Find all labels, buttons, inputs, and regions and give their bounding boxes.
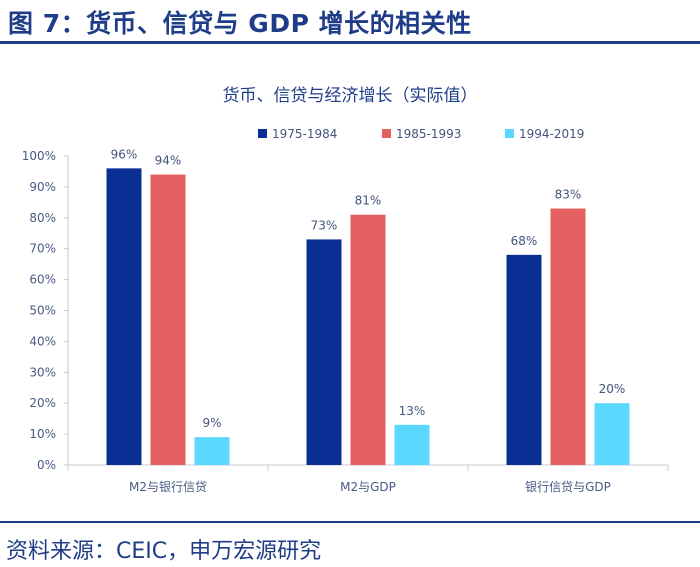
legend-label-1985-1993: 1985-1993: [396, 127, 461, 141]
bar-1975-1984-M2与银行信贷: [106, 168, 142, 466]
x-tick-label: M2与GDP: [340, 480, 396, 494]
y-tick-label: 40%: [29, 334, 56, 348]
y-tick-label: 20%: [29, 396, 56, 410]
bar-1985-1993-M2与银行信贷: [150, 174, 186, 466]
x-tick-label: M2与银行信贷: [129, 480, 207, 494]
y-axis: 0% 10% 20% 30% 40% 50% 60% 70% 80% 90% 100%: [22, 149, 69, 472]
title-divider: [0, 41, 700, 44]
data-label: 20%: [599, 382, 626, 396]
chart-title: 货币、信贷与经济增长（实际值）: [223, 86, 478, 106]
data-label: 81%: [355, 194, 382, 208]
legend-label-1975-1984: 1975-1984: [272, 127, 337, 141]
data-label: 94%: [155, 154, 182, 168]
y-tick-label: 0%: [37, 458, 56, 472]
data-label: 73%: [311, 218, 338, 232]
legend-label-1994-2019: 1994-2019: [519, 127, 584, 141]
y-tick-label: 60%: [29, 273, 56, 287]
legend-swatch-1975-1984: [258, 129, 267, 138]
bar-1985-1993-M2与GDP: [350, 214, 386, 465]
legend-swatch-1994-2019: [505, 129, 514, 138]
data-label: 96%: [111, 147, 138, 161]
bar-1975-1984-M2与GDP: [306, 239, 342, 465]
bar-1994-2019-M2与银行信贷: [194, 437, 230, 465]
bars: [106, 168, 630, 466]
bar-chart: 货币、信贷与经济增长（实际值） 1975-1984 1985-1993 1994-2…: [22, 86, 669, 494]
bar-1994-2019-M2与GDP: [394, 424, 430, 465]
y-tick-label: 10%: [29, 427, 56, 441]
data-label: 68%: [511, 234, 538, 248]
source-divider: [0, 521, 700, 523]
data-label: 83%: [555, 188, 582, 202]
x-tick-label: 银行信贷与GDP: [525, 480, 611, 494]
data-label: 9%: [202, 416, 221, 430]
y-tick-label: 70%: [29, 242, 56, 256]
bar-1994-2019-银行信贷与GDP: [594, 403, 630, 465]
data-label: 13%: [399, 404, 426, 418]
data-labels: 96% 94% 9% 73% 81% 13% 68% 83% 20%: [111, 147, 626, 430]
figure-title: 图 7：货币、信贷与 GDP 增长的相关性: [8, 9, 472, 38]
y-tick-label: 100%: [22, 149, 56, 163]
bar-1975-1984-银行信贷与GDP: [506, 254, 542, 465]
chart-legend: 1975-1984 1985-1993 1994-2019: [258, 127, 584, 141]
legend-swatch-1985-1993: [382, 129, 391, 138]
y-tick-label: 80%: [29, 211, 56, 225]
y-tick-label: 30%: [29, 365, 56, 379]
y-tick-label: 50%: [29, 304, 56, 318]
x-axis: M2与银行信贷 M2与GDP 银行信贷与GDP: [67, 464, 669, 494]
bar-1985-1993-银行信贷与GDP: [550, 208, 586, 465]
source-note: 资料来源：CEIC，申万宏源研究: [6, 539, 322, 564]
y-tick-label: 90%: [29, 180, 56, 194]
